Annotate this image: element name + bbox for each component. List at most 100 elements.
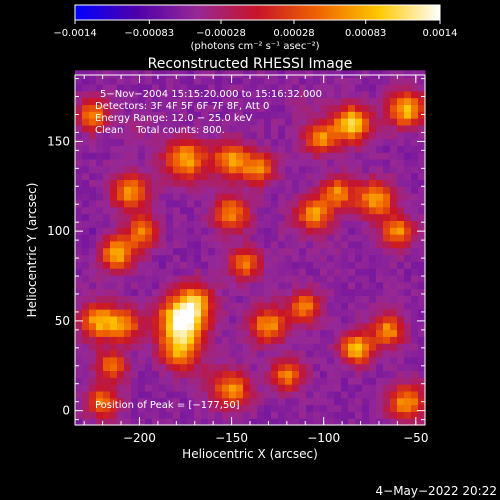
heatmap-cell — [285, 377, 293, 385]
heatmap-cell — [243, 390, 251, 399]
heatmap-cell — [404, 220, 412, 228]
heatmap-cell — [362, 152, 370, 160]
heatmap-cell — [201, 118, 209, 126]
heatmap-cell — [299, 83, 307, 92]
heatmap-cell — [229, 254, 237, 262]
heatmap-cell — [194, 356, 202, 365]
heatmap-cell — [117, 97, 125, 106]
heatmap-cell — [243, 213, 251, 221]
heatmap-cell — [334, 165, 342, 174]
heatmap-cell — [110, 247, 118, 256]
heatmap-cell — [278, 124, 286, 133]
heatmap-cell — [152, 206, 160, 215]
heatmap-cell — [320, 274, 328, 283]
heatmap-cell — [320, 336, 328, 344]
heatmap-cell — [264, 370, 272, 378]
heatmap-cell — [222, 227, 230, 235]
heatmap-cell — [103, 152, 111, 160]
heatmap-cell — [376, 227, 384, 235]
heatmap-cell — [376, 206, 384, 215]
heatmap-cell — [271, 370, 279, 378]
heatmap-cell — [124, 281, 132, 290]
heatmap-cell — [117, 131, 125, 140]
heatmap-cell — [397, 302, 405, 310]
heatmap-cell — [75, 390, 83, 399]
heatmap-cell — [271, 397, 279, 406]
heatmap-cell — [89, 315, 97, 324]
heatmap-cell — [299, 329, 307, 337]
heatmap-cell — [250, 199, 258, 208]
heatmap-cell — [383, 234, 391, 242]
heatmap-cell — [411, 70, 419, 78]
heatmap-cell — [376, 384, 384, 392]
heatmap-cell — [96, 118, 104, 126]
heatmap-cell — [222, 315, 230, 324]
heatmap-cell — [362, 186, 370, 194]
heatmap-cell — [138, 336, 146, 344]
heatmap-cell — [96, 309, 104, 317]
heatmap-cell — [257, 411, 265, 419]
heatmap-cell — [292, 234, 300, 242]
heatmap-cell — [117, 281, 125, 290]
heatmap-cell — [187, 83, 195, 92]
heatmap-cell — [278, 70, 286, 78]
heatmap-cell — [306, 104, 314, 112]
heatmap-cell — [82, 131, 90, 140]
heatmap-cell — [292, 227, 300, 235]
heatmap-cell — [201, 356, 209, 365]
heatmap-cell — [306, 83, 314, 92]
heatmap-cell — [397, 240, 405, 249]
heatmap-cell — [355, 90, 363, 99]
heatmap-cell — [222, 288, 230, 297]
heatmap-cell — [201, 329, 209, 337]
heatmap-cell — [124, 227, 132, 235]
heatmap-cell — [103, 111, 111, 119]
heatmap-cell — [348, 186, 356, 194]
heatmap-cell — [306, 370, 314, 378]
heatmap-cell — [271, 131, 279, 140]
heatmap-cell — [362, 295, 370, 303]
heatmap-cell — [145, 411, 153, 419]
heatmap-cell — [82, 165, 90, 174]
heatmap-cell — [96, 356, 104, 365]
heatmap-cell — [292, 97, 300, 106]
heatmap-cell — [152, 152, 160, 160]
heatmap-cell — [208, 131, 216, 140]
heatmap-cell — [264, 152, 272, 160]
heatmap-cell — [117, 411, 125, 419]
heatmap-cell — [215, 309, 223, 317]
heatmap-cell — [327, 172, 335, 181]
heatmap-cell — [152, 227, 160, 235]
heatmap-cell — [152, 302, 160, 310]
heatmap-cell — [117, 172, 125, 181]
heatmap-cell — [215, 213, 223, 221]
heatmap-cell — [320, 220, 328, 228]
heatmap-cell — [376, 349, 384, 358]
heatmap-cell — [341, 227, 349, 235]
heatmap-cell — [411, 90, 419, 99]
heatmap-cell — [89, 356, 97, 365]
heatmap-cell — [411, 322, 419, 331]
heatmap-cell — [124, 336, 132, 344]
heatmap-cell — [271, 274, 279, 283]
heatmap-cell — [411, 145, 419, 153]
annotation-method: Clean Total counts: 800. — [95, 125, 225, 136]
heatmap-cell — [418, 370, 426, 378]
heatmap-cell — [138, 384, 146, 392]
heatmap-cell — [187, 193, 195, 201]
heatmap-cell — [103, 384, 111, 392]
heatmap-cell — [229, 124, 237, 133]
heatmap-cell — [187, 343, 195, 351]
heatmap-cell — [334, 172, 342, 181]
heatmap-cell — [222, 159, 230, 167]
heatmap-cell — [271, 302, 279, 310]
heatmap-cell — [250, 111, 258, 119]
heatmap-cell — [110, 390, 118, 399]
heatmap-cell — [355, 145, 363, 153]
heatmap-cell — [250, 295, 258, 303]
heatmap-cell — [236, 390, 244, 399]
heatmap-cell — [75, 268, 83, 276]
heatmap-cell — [103, 83, 111, 92]
heatmap-cell — [397, 309, 405, 317]
heatmap-cell — [138, 411, 146, 419]
